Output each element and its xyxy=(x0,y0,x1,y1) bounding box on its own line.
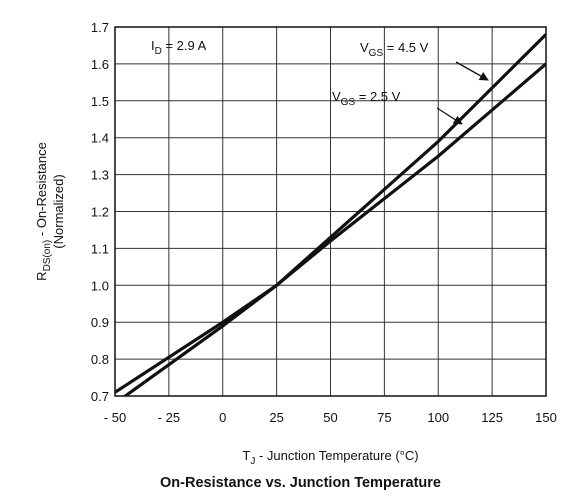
x-tick-label: 150 xyxy=(535,410,557,425)
y-tick-label: 0.8 xyxy=(91,352,109,367)
x-tick-label: - 50 xyxy=(104,410,126,425)
series-line-2 xyxy=(115,62,546,394)
x-tick-label: 0 xyxy=(219,410,226,425)
x-tick-label: 25 xyxy=(269,410,283,425)
series-arrow-1 xyxy=(455,61,489,81)
condition-label: ID = 2.9 A xyxy=(151,38,207,57)
y-tick-label: 1.5 xyxy=(91,94,109,109)
series-arrow-2 xyxy=(436,107,463,125)
x-tick-label: 50 xyxy=(323,410,337,425)
y-tick-label: 1.6 xyxy=(91,57,109,72)
y-axis-label-line1: RDS(on) - On-Resistance xyxy=(34,142,53,281)
y-tick-label: 0.7 xyxy=(91,389,109,404)
y-axis-label-line2: (Normalized) xyxy=(51,174,66,248)
y-tick-label: 1.1 xyxy=(91,241,109,256)
y-tick-label: 1.0 xyxy=(91,278,109,293)
y-tick-label: 1.2 xyxy=(91,205,109,220)
grid xyxy=(114,26,547,397)
y-tick-label: 1.7 xyxy=(91,20,109,35)
y-tick-label: 0.9 xyxy=(91,315,109,330)
y-tick-label: 1.3 xyxy=(91,168,109,183)
series-label-2: VGS = 2.5 V xyxy=(332,89,401,108)
plot-frame xyxy=(114,26,547,397)
x-tick-label: 75 xyxy=(377,410,391,425)
x-tick-label: 100 xyxy=(427,410,449,425)
y-tick-label: 1.4 xyxy=(91,131,109,146)
chart-title: On-Resistance vs. Junction Temperature xyxy=(160,475,441,491)
x-tick-label: 125 xyxy=(481,410,503,425)
x-tick-label: - 25 xyxy=(158,410,180,425)
x-axis-label: TJ - Junction Temperature (°C) xyxy=(242,448,418,467)
series-label-1: VGS = 4.5 V xyxy=(360,40,429,59)
y-axis-label: RDS(on) - On-Resistance (Normalized) xyxy=(34,142,66,281)
